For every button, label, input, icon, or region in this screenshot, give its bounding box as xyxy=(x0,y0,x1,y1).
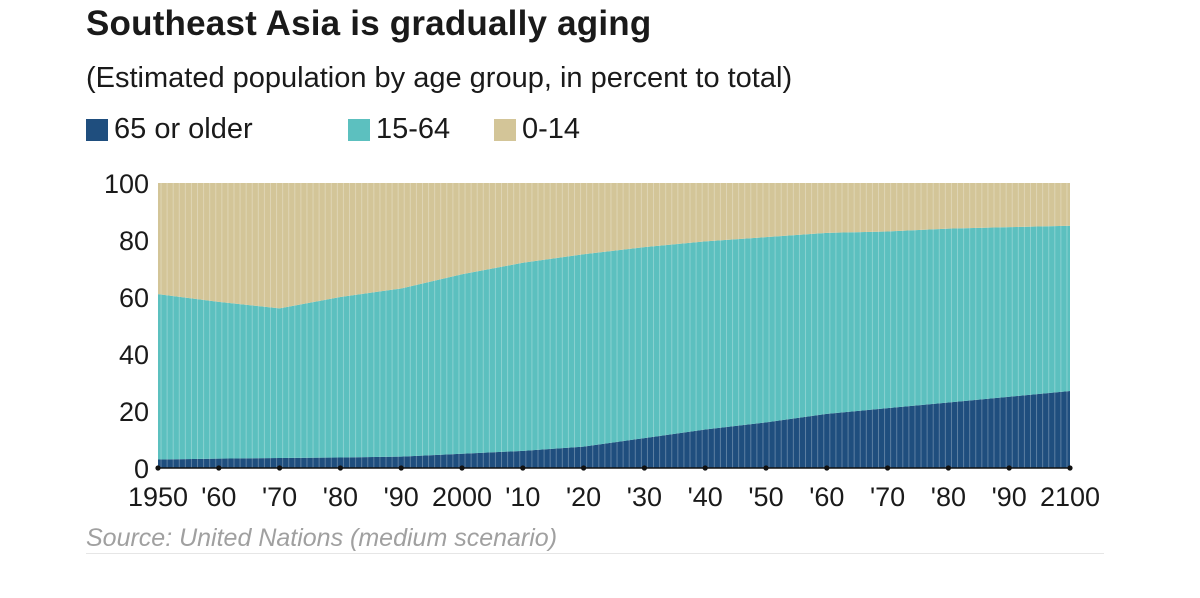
x-tick-label: '40 xyxy=(688,482,723,512)
x-tick-mark xyxy=(520,465,526,471)
x-tick-label: '60 xyxy=(201,482,236,512)
x-tick-mark xyxy=(702,465,708,471)
divider xyxy=(86,553,1104,554)
x-tick-label: '70 xyxy=(262,482,297,512)
x-tick-label: 2000 xyxy=(432,482,492,512)
chart-subtitle: (Estimated population by age group, in p… xyxy=(86,62,793,94)
y-tick-label: 0 xyxy=(134,454,149,484)
x-tick-mark xyxy=(277,465,283,471)
y-tick-label: 40 xyxy=(119,340,149,370)
x-tick-label: '80 xyxy=(931,482,966,512)
x-tick-label: '90 xyxy=(384,482,419,512)
x-tick-label: 1950 xyxy=(128,482,188,512)
legend-label: 15-64 xyxy=(376,113,451,145)
x-tick-mark xyxy=(824,465,830,471)
y-tick-label: 80 xyxy=(119,226,149,256)
y-tick-label: 60 xyxy=(119,283,149,313)
x-tick-label: '20 xyxy=(566,482,601,512)
legend-label: 65 or older xyxy=(114,113,253,145)
y-tick-label: 100 xyxy=(104,169,149,199)
x-tick-label: 2100 xyxy=(1040,482,1100,512)
x-tick-mark xyxy=(641,465,648,471)
area-0-14 xyxy=(158,183,1070,309)
x-tick-label: '80 xyxy=(323,482,358,512)
area-65-or-older xyxy=(158,391,1070,468)
x-tick-mark xyxy=(763,465,769,471)
chart-title: Southeast Asia is gradually aging xyxy=(86,4,652,43)
x-tick-label: '50 xyxy=(748,482,783,512)
legend-label: 0-14 xyxy=(522,113,581,145)
x-tick-mark xyxy=(581,465,587,471)
x-tick-mark xyxy=(459,465,465,471)
x-tick-label: '90 xyxy=(992,482,1027,512)
legend-swatch xyxy=(86,119,108,141)
x-tick-mark xyxy=(945,465,952,471)
source-note: Source: United Nations (medium scenario) xyxy=(86,524,558,552)
x-tick-mark xyxy=(216,465,222,471)
bar-texture xyxy=(160,183,1068,468)
x-tick-label: '60 xyxy=(809,482,844,512)
x-tick-mark xyxy=(885,465,891,471)
x-tick-mark xyxy=(398,465,404,471)
area-15-64 xyxy=(158,225,1070,460)
x-tick-label: '70 xyxy=(870,482,905,512)
x-tick-mark xyxy=(337,465,343,471)
x-tick-mark xyxy=(1067,465,1073,471)
y-tick-label: 20 xyxy=(119,397,149,427)
x-tick-label: '30 xyxy=(627,482,662,512)
x-tick-mark xyxy=(1006,465,1012,471)
legend-swatch xyxy=(494,119,516,141)
x-tick-mark xyxy=(155,465,161,471)
legend-swatch xyxy=(348,119,370,141)
x-tick-label: '10 xyxy=(505,482,540,512)
